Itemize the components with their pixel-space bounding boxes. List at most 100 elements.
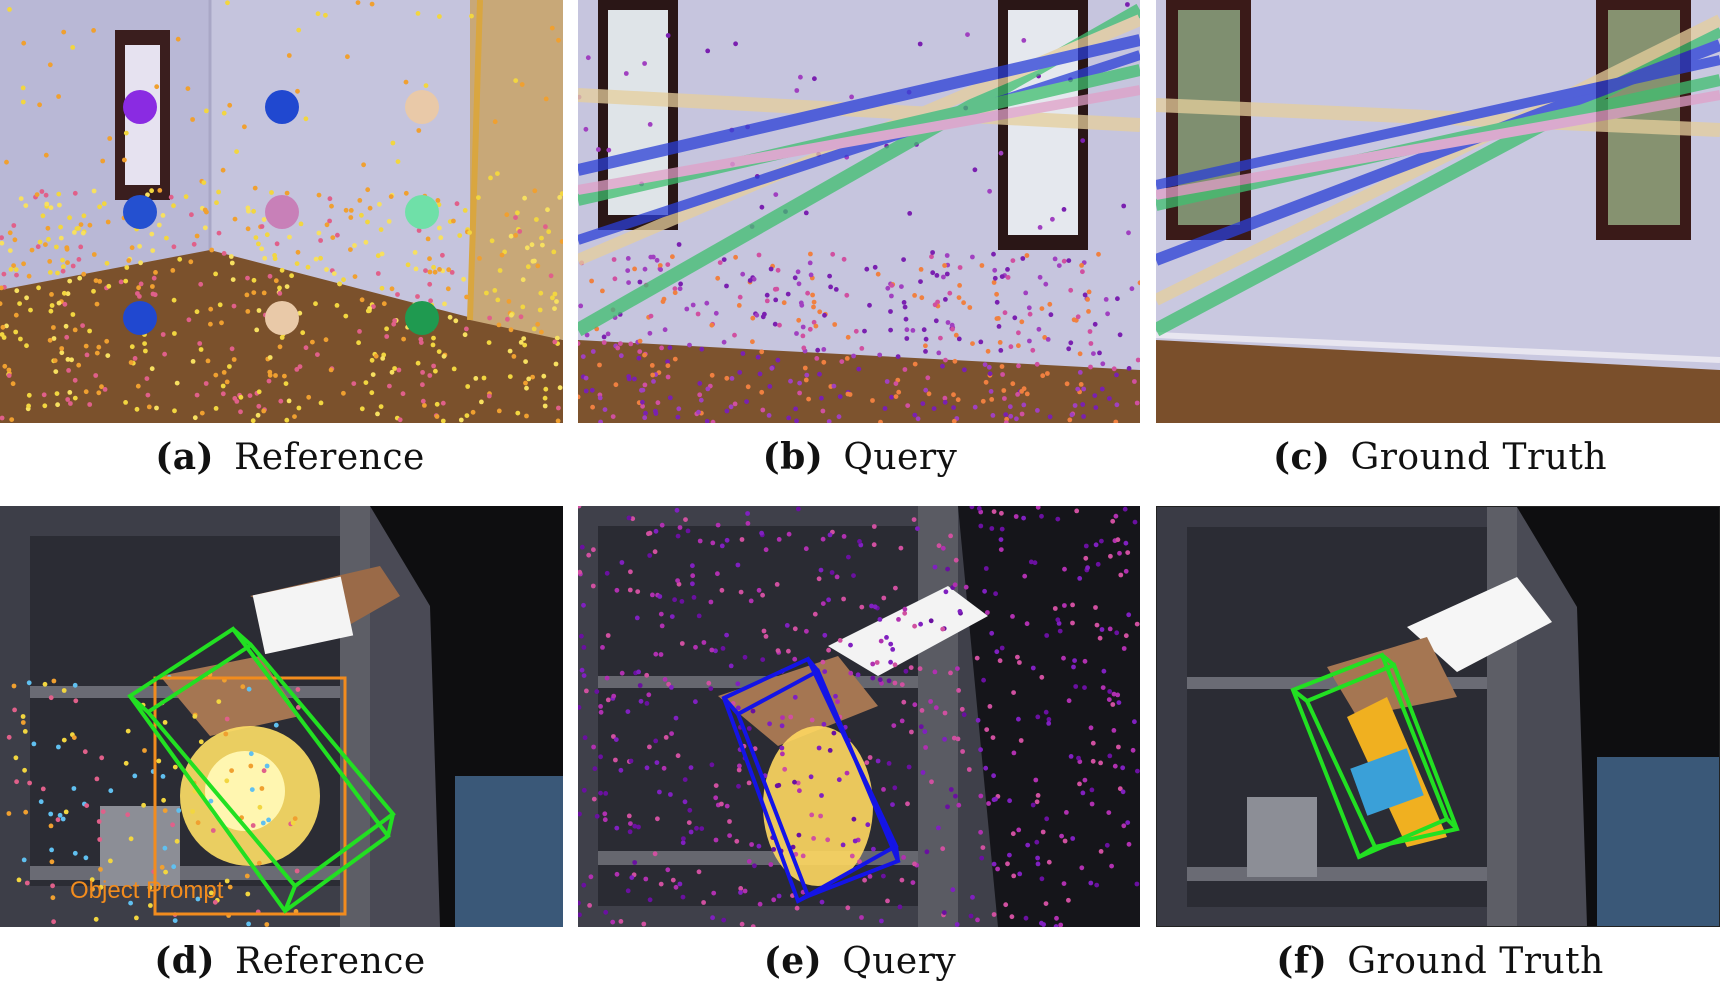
- feature-point: [1126, 366, 1132, 371]
- feature-point: [202, 225, 208, 231]
- feature-point: [256, 308, 262, 313]
- feature-point: [520, 304, 526, 310]
- feature-point: [826, 419, 832, 423]
- feature-point: [522, 195, 527, 201]
- feature-point: [942, 736, 947, 742]
- feature-point: [192, 415, 198, 421]
- feature-point: [1003, 902, 1009, 908]
- feature-point: [1107, 626, 1113, 632]
- feature-point: [129, 245, 135, 251]
- feature-point: [691, 595, 697, 600]
- feature-point: [1098, 760, 1103, 766]
- feature-point: [833, 693, 838, 699]
- feature-point: [51, 919, 56, 925]
- feature-point: [1055, 617, 1061, 623]
- feature-point: [933, 705, 939, 711]
- feature-point: [877, 352, 883, 358]
- feature-point: [98, 867, 103, 872]
- feature-point: [229, 346, 235, 352]
- feature-point: [991, 251, 996, 257]
- feature-point: [1034, 839, 1040, 845]
- feature-point: [1093, 405, 1099, 410]
- feature-point: [195, 896, 201, 902]
- feature-point: [1032, 560, 1038, 566]
- feature-point: [846, 554, 851, 560]
- feature-point: [807, 260, 813, 266]
- feature-point: [1, 335, 7, 340]
- feature-point: [1052, 256, 1058, 262]
- feature-point: [1070, 836, 1076, 841]
- feature-point: [313, 301, 318, 307]
- feature-point: [156, 222, 162, 228]
- feature-point: [940, 363, 945, 369]
- feature-point: [628, 821, 633, 826]
- feature-point: [324, 267, 329, 272]
- feature-point: [851, 816, 857, 822]
- feature-point: [253, 235, 259, 241]
- feature-point: [530, 258, 536, 264]
- feature-point: [760, 592, 765, 598]
- feature-point: [943, 357, 948, 363]
- feature-point: [804, 628, 809, 634]
- feature-point: [600, 288, 605, 294]
- feature-point: [469, 13, 474, 19]
- feature-point: [261, 408, 267, 414]
- feature-point: [553, 361, 559, 367]
- feature-point: [261, 768, 267, 774]
- feature-point: [960, 749, 965, 754]
- feature-point: [1074, 508, 1080, 514]
- feature-point: [6, 734, 12, 740]
- feature-point: [658, 881, 664, 887]
- feature-point: [172, 764, 178, 770]
- feature-point: [150, 291, 156, 297]
- feature-point: [886, 678, 892, 684]
- feature-point: [891, 723, 897, 728]
- feature-point: [719, 801, 724, 807]
- feature-point: [858, 542, 864, 548]
- feature-point: [0, 324, 6, 330]
- feature-point: [943, 589, 949, 595]
- feature-point: [227, 364, 232, 369]
- feature-point: [61, 737, 67, 743]
- feature-point: [454, 201, 460, 207]
- feature-point: [627, 587, 633, 593]
- feature-point: [282, 373, 287, 379]
- feature-point: [897, 904, 903, 910]
- feature-point: [323, 12, 328, 18]
- feature-point: [245, 226, 251, 232]
- feature-point: [345, 54, 350, 60]
- feature-point: [715, 275, 721, 281]
- feature-point: [830, 251, 836, 257]
- feature-point: [705, 48, 711, 54]
- feature-point: [825, 837, 831, 843]
- feature-point: [1125, 2, 1130, 7]
- feature-point: [1093, 542, 1099, 548]
- feature-point: [142, 341, 148, 346]
- feature-point: [750, 315, 756, 321]
- feature-point: [589, 278, 594, 284]
- feature-point: [734, 838, 740, 844]
- feature-point: [589, 387, 595, 393]
- feature-point: [1009, 914, 1015, 920]
- feature-point: [518, 314, 524, 320]
- feature-point: [132, 773, 138, 779]
- feature-point: [10, 381, 16, 387]
- feature-point: [626, 374, 632, 379]
- feature-point: [665, 262, 671, 267]
- feature-point: [672, 290, 678, 296]
- feature-point: [972, 404, 978, 410]
- feature-point: [920, 770, 926, 775]
- feature-point: [31, 741, 37, 747]
- feature-point: [1010, 381, 1016, 387]
- feature-point: [740, 351, 746, 356]
- feature-point: [147, 885, 153, 890]
- feature-point: [57, 812, 63, 818]
- feature-point: [709, 372, 715, 378]
- feature-point: [1076, 755, 1081, 761]
- prompt-points: [123, 90, 439, 335]
- feature-point: [449, 270, 455, 275]
- feature-point: [1121, 646, 1127, 651]
- feature-point: [1104, 842, 1110, 848]
- feature-point: [1056, 621, 1062, 626]
- feature-point: [803, 377, 809, 383]
